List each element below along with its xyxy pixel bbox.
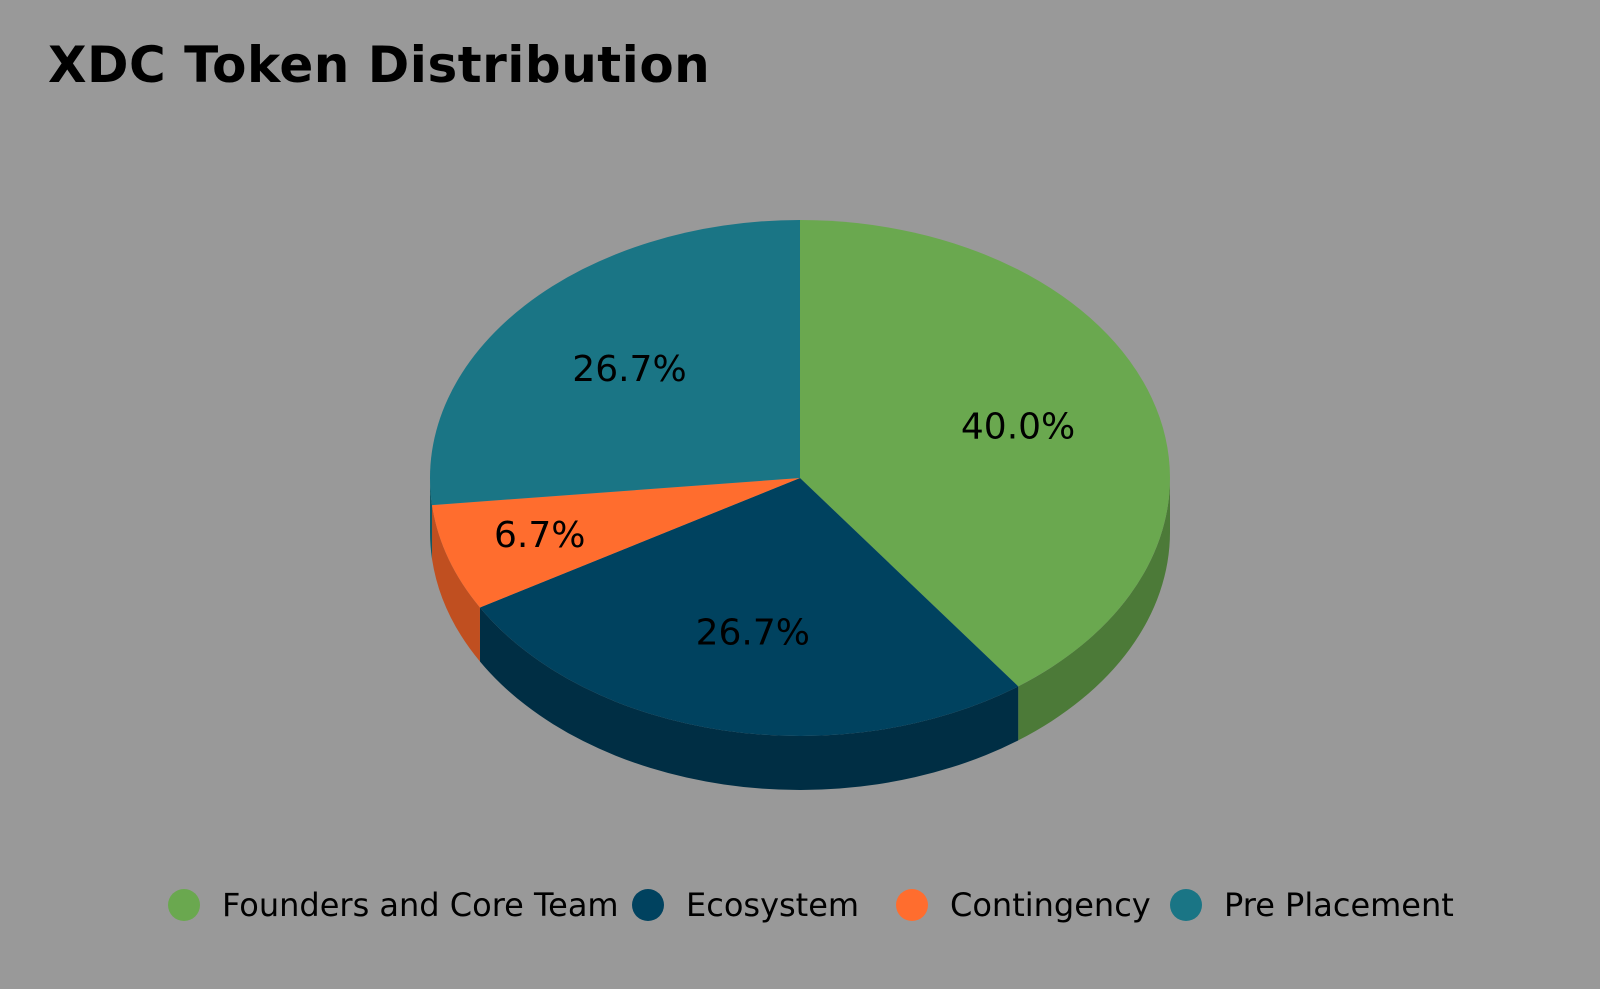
pie-slice-side-1 <box>479 607 1019 790</box>
pie-slice-side-3 <box>430 478 433 560</box>
legend-dot-icon <box>1170 889 1202 921</box>
pie-sides <box>430 478 1170 790</box>
chart-title: XDC Token Distribution <box>48 36 711 94</box>
legend-label: Founders and Core Team <box>222 886 619 924</box>
legend-dot-icon <box>168 889 200 921</box>
pie-tops <box>429 220 1170 736</box>
legend-item-founders[interactable]: Founders and Core Team <box>168 880 619 930</box>
pie-slice-3[interactable] <box>429 220 800 506</box>
legend-label: Pre Placement <box>1224 886 1454 924</box>
pie-slice-side-2 <box>432 505 480 662</box>
pie-slice-2[interactable] <box>432 478 800 608</box>
pie-labels: 40.0% 26.7% 6.7% 26.7% <box>494 349 1075 654</box>
pie-slice-1[interactable] <box>479 478 1019 736</box>
legend-label: Contingency <box>950 886 1151 924</box>
legend-item-ecosystem[interactable]: Ecosystem <box>632 880 859 930</box>
legend: Founders and Core Team Ecosystem Conting… <box>0 880 1600 930</box>
pie-slice-side-0 <box>1018 478 1170 741</box>
legend-label: Ecosystem <box>686 886 860 924</box>
legend-item-contingency[interactable]: Contingency <box>896 880 1151 930</box>
legend-item-pre-placement[interactable]: Pre Placement <box>1170 880 1454 930</box>
slice-label-1: 26.7% <box>696 613 810 654</box>
pie-slice-0[interactable] <box>800 220 1170 687</box>
legend-dot-icon <box>632 889 664 921</box>
slice-label-0: 40.0% <box>961 406 1075 447</box>
slice-label-3: 26.7% <box>572 349 686 390</box>
legend-dot-icon <box>896 889 928 921</box>
slice-label-2: 6.7% <box>494 515 585 556</box>
